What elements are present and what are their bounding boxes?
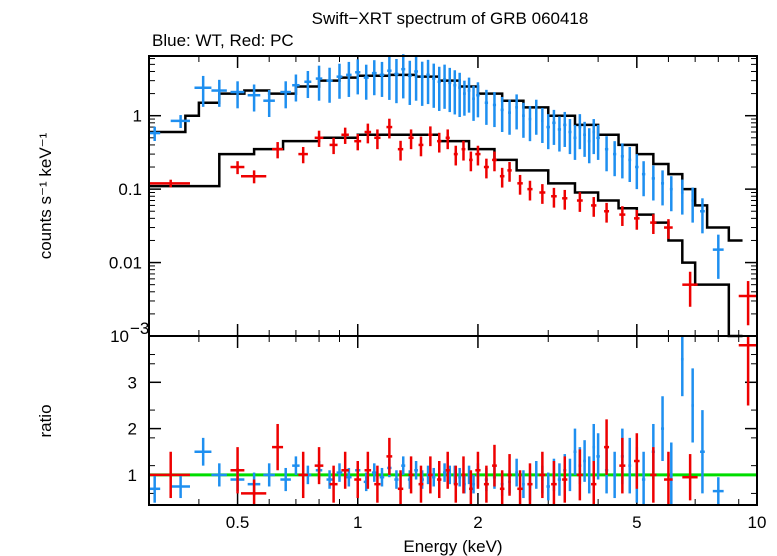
model-step-line	[149, 133, 743, 338]
x-tick-label: 2	[473, 513, 482, 532]
y-tick-label: 1	[133, 107, 142, 126]
y-tick-label: 1	[128, 466, 137, 485]
y-tick-label: 2	[128, 420, 137, 439]
y-tick-label: 10	[110, 327, 129, 346]
x-tick-label: 0.5	[226, 513, 250, 532]
ratio-panel-frame	[148, 335, 758, 506]
ratio-panel: 1 2 3 0.5 1 2 5 10 ratio Energy (keV)	[36, 335, 767, 556]
x-axis-label: Energy (keV)	[403, 537, 502, 556]
y-axis-label: ratio	[36, 404, 55, 437]
y-tick-label: 0.1	[118, 180, 142, 199]
chart-subtitle: Blue: WT, Red: PC	[152, 31, 294, 50]
y-tick-label: 3	[128, 373, 137, 392]
y-tick-exponent: −3	[130, 319, 149, 338]
x-tick-label: 5	[632, 513, 641, 532]
y-tick-label: 0.01	[109, 254, 142, 273]
x-tick-label: 10	[748, 513, 767, 532]
y-axis-label: counts s⁻¹ keV⁻¹	[36, 132, 55, 259]
x-tick-label: 1	[353, 513, 362, 532]
chart-title: Swift−XRT spectrum of GRB 060418	[312, 9, 589, 28]
top-panel-frame	[148, 55, 758, 337]
top-panel: 1 0.1 0.01 10 −3 counts s⁻¹ keV⁻¹	[36, 54, 758, 346]
